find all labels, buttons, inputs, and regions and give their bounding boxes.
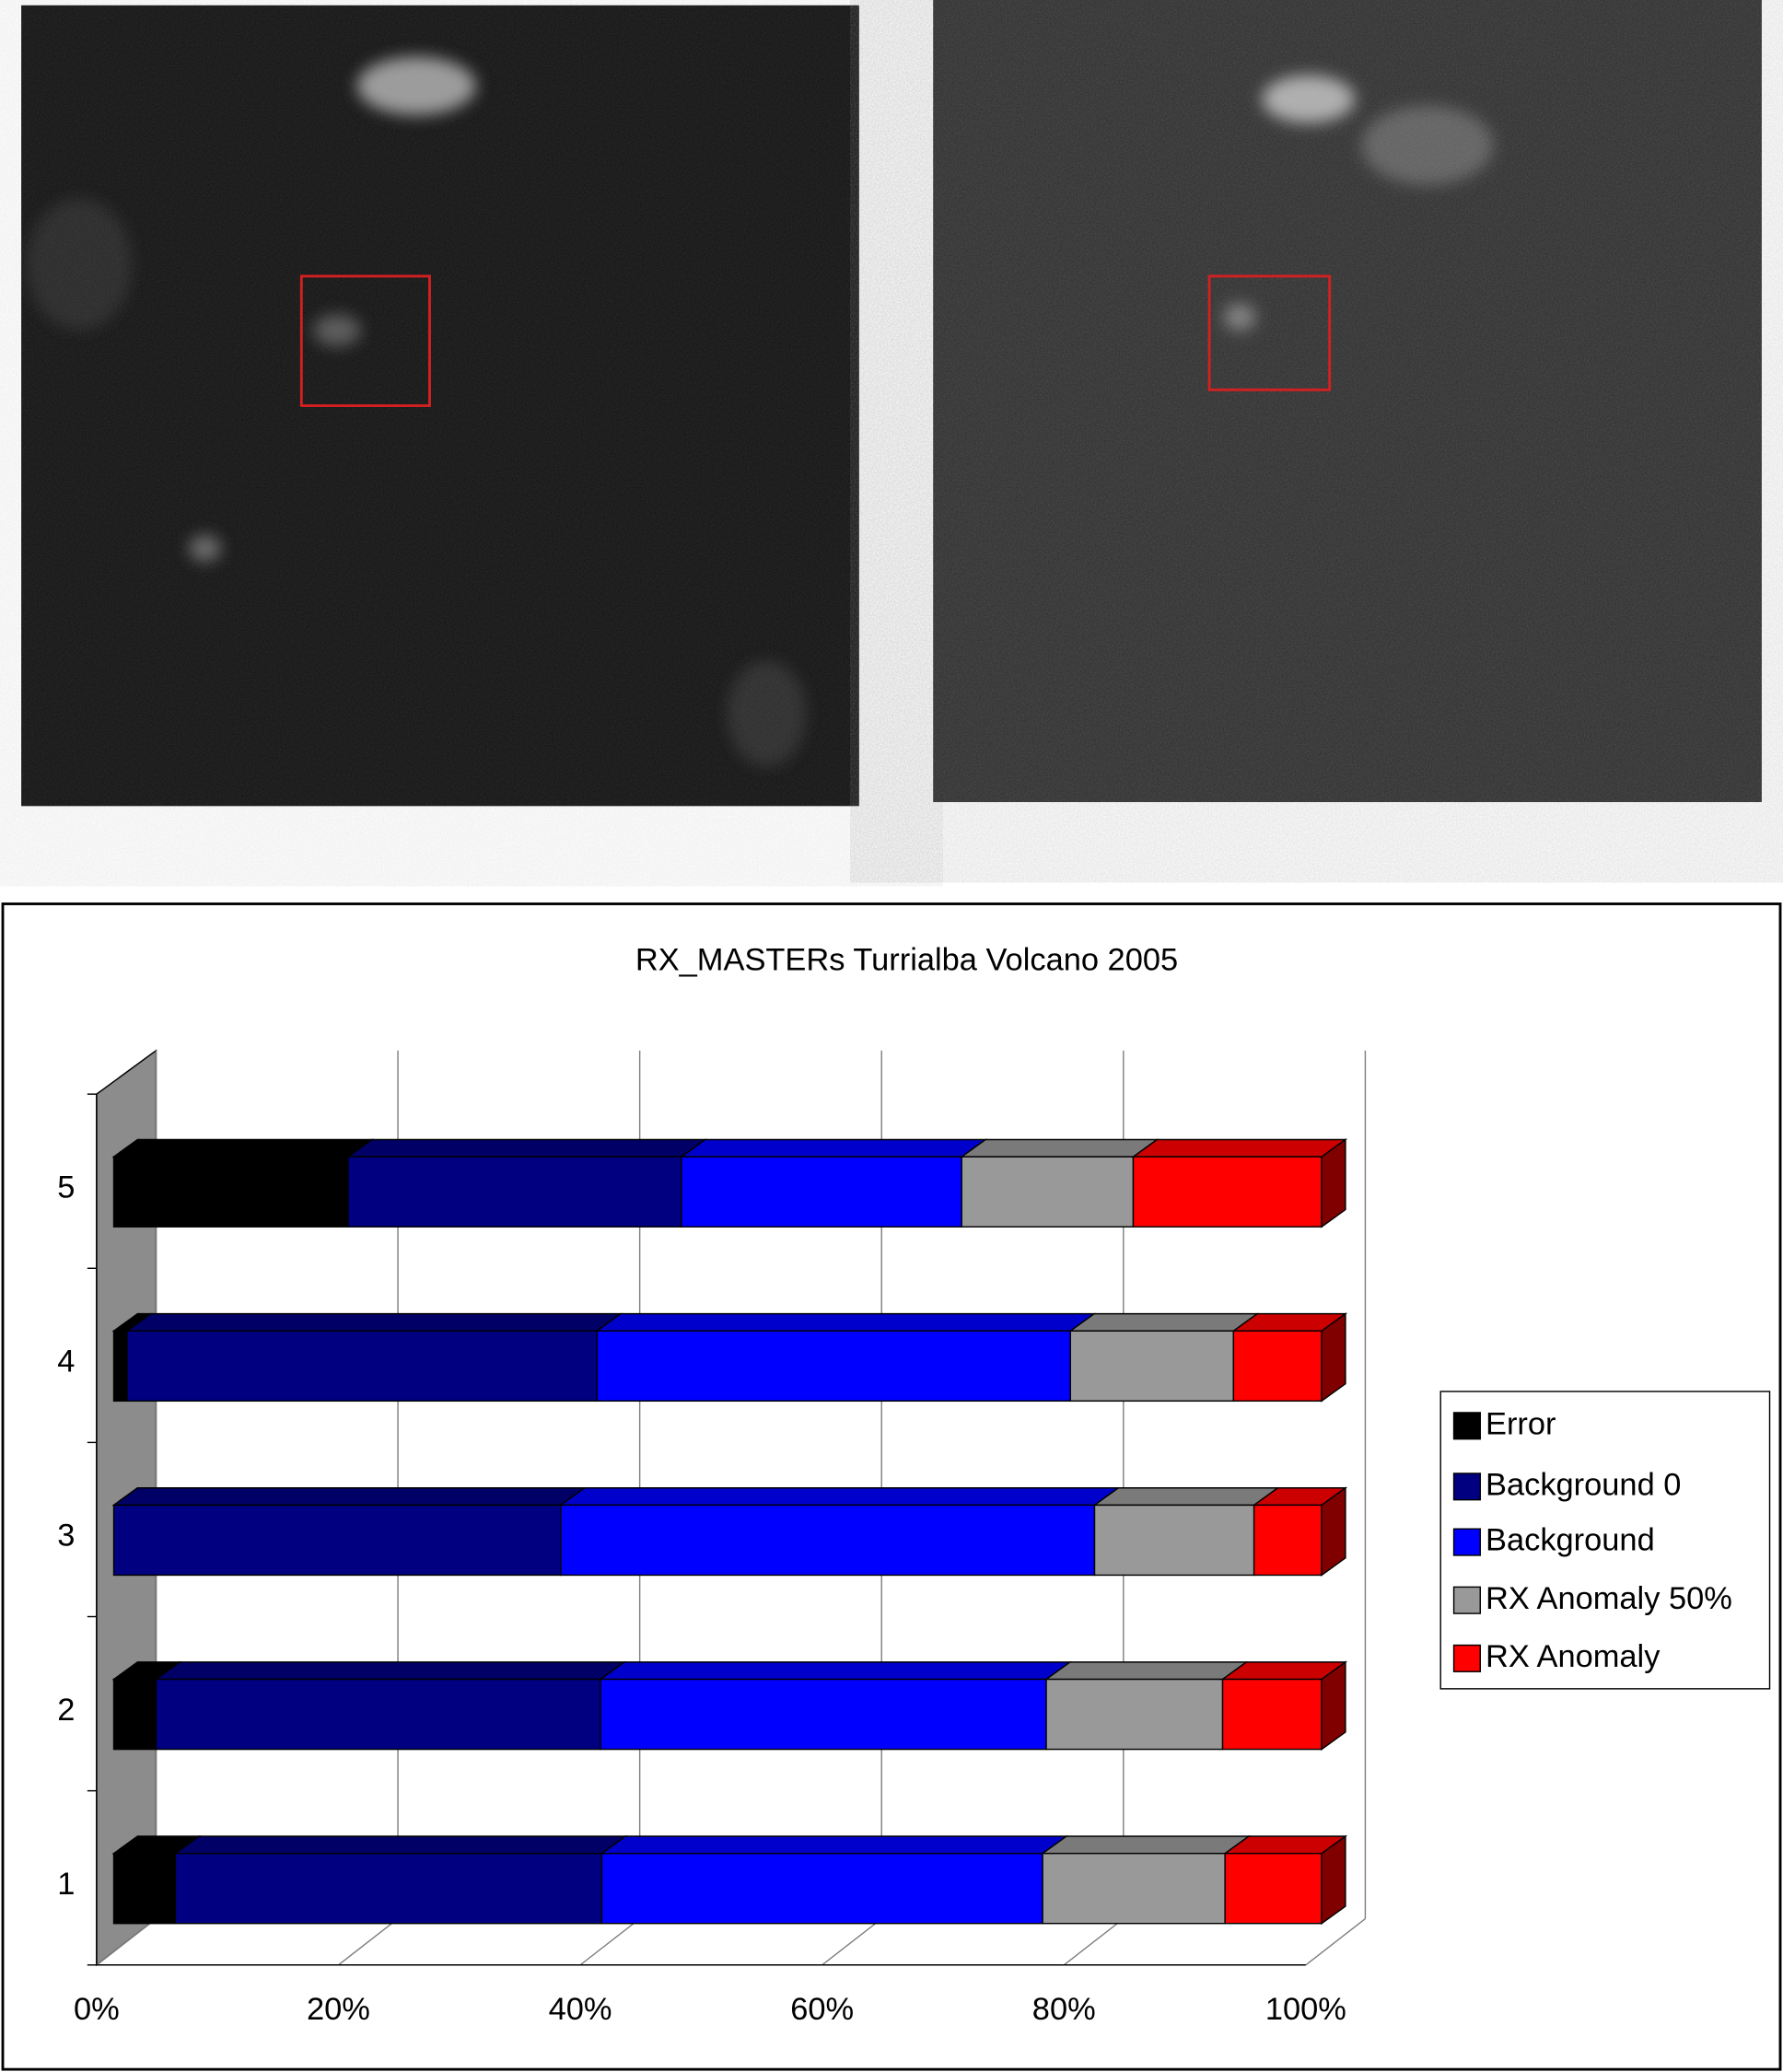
bar bbox=[681, 1156, 962, 1228]
bar bbox=[155, 1678, 601, 1751]
bar bbox=[1224, 1852, 1323, 1925]
satellite-image-right bbox=[933, 0, 1762, 803]
legend-swatch bbox=[1452, 1644, 1481, 1672]
bar bbox=[112, 1678, 157, 1751]
floor-line bbox=[579, 1917, 641, 1966]
bar-top bbox=[960, 1138, 1160, 1158]
bar-top bbox=[173, 1835, 628, 1855]
bar-top bbox=[1131, 1138, 1348, 1158]
x-tick-label: 0% bbox=[74, 1992, 120, 2027]
x-tick-label: 60% bbox=[790, 1992, 854, 2027]
bar bbox=[1253, 1504, 1323, 1577]
bar bbox=[1045, 1678, 1224, 1751]
x-tick-label: 40% bbox=[549, 1992, 612, 2027]
legend bbox=[1439, 1391, 1771, 1690]
bar-top bbox=[154, 1661, 627, 1681]
floor-line bbox=[1305, 1917, 1366, 1966]
bar bbox=[596, 1330, 1071, 1403]
bar bbox=[126, 1330, 598, 1403]
x-tick-label: 20% bbox=[307, 1992, 370, 2027]
bar-top bbox=[1040, 1835, 1252, 1855]
bar bbox=[600, 1852, 1043, 1925]
bar bbox=[600, 1678, 1047, 1751]
legend-swatch bbox=[1452, 1586, 1481, 1614]
bar-top bbox=[598, 1661, 1073, 1681]
legend-label: RX Anomaly 50% bbox=[1486, 1581, 1732, 1616]
floor-line bbox=[96, 1917, 157, 1966]
y-tick-label: 4 bbox=[57, 1344, 75, 1379]
bar-top bbox=[594, 1312, 1097, 1332]
bar-side bbox=[1321, 1660, 1346, 1751]
x-tick-label: 100% bbox=[1265, 1992, 1346, 2027]
bar bbox=[1132, 1156, 1323, 1228]
y-tick-label: 1 bbox=[57, 1867, 75, 1902]
bar-top bbox=[600, 1835, 1069, 1855]
chart-title: RX_MASTERs Turrialba Volcano 2005 bbox=[635, 943, 1178, 978]
bar bbox=[112, 1156, 349, 1228]
floor-line bbox=[1063, 1917, 1125, 1966]
bar bbox=[112, 1852, 177, 1925]
bar-top bbox=[1043, 1661, 1249, 1681]
y-tick-label: 2 bbox=[57, 1693, 75, 1728]
legend-swatch bbox=[1452, 1528, 1481, 1556]
bar-top bbox=[345, 1138, 708, 1158]
bar-side bbox=[1321, 1312, 1346, 1403]
bar bbox=[112, 1330, 128, 1403]
bar-side bbox=[1321, 1138, 1346, 1228]
bar bbox=[1221, 1678, 1323, 1751]
bar-side bbox=[1321, 1834, 1346, 1926]
bar bbox=[174, 1852, 603, 1925]
bar bbox=[560, 1504, 1096, 1577]
floor-line bbox=[338, 1917, 399, 1966]
legend-label: Background 0 bbox=[1486, 1467, 1681, 1502]
x-tick-label: 80% bbox=[1032, 1992, 1096, 2027]
legend-label: RX Anomaly bbox=[1486, 1639, 1661, 1674]
bar bbox=[1093, 1504, 1255, 1577]
bar bbox=[1069, 1330, 1235, 1403]
legend-label: Background bbox=[1486, 1523, 1655, 1558]
y-tick-label: 5 bbox=[57, 1170, 75, 1205]
satellite-image-left bbox=[21, 5, 859, 807]
bar bbox=[1042, 1852, 1226, 1925]
legend-swatch bbox=[1452, 1473, 1481, 1501]
bar bbox=[1232, 1330, 1323, 1403]
bar-side bbox=[1321, 1486, 1346, 1577]
bar bbox=[112, 1504, 562, 1577]
bar-top bbox=[1068, 1312, 1260, 1332]
y-tick-label: 3 bbox=[57, 1519, 75, 1554]
floor-line bbox=[822, 1917, 882, 1966]
bar-top bbox=[558, 1487, 1121, 1507]
bar-top bbox=[679, 1138, 988, 1158]
bar-top bbox=[111, 1487, 587, 1507]
bar-top bbox=[124, 1312, 623, 1332]
bar-top bbox=[1092, 1487, 1280, 1507]
legend-label: Error bbox=[1486, 1406, 1556, 1441]
bar bbox=[347, 1156, 682, 1228]
bar bbox=[961, 1156, 1135, 1228]
legend-swatch bbox=[1452, 1412, 1481, 1440]
bar-top bbox=[111, 1138, 375, 1158]
